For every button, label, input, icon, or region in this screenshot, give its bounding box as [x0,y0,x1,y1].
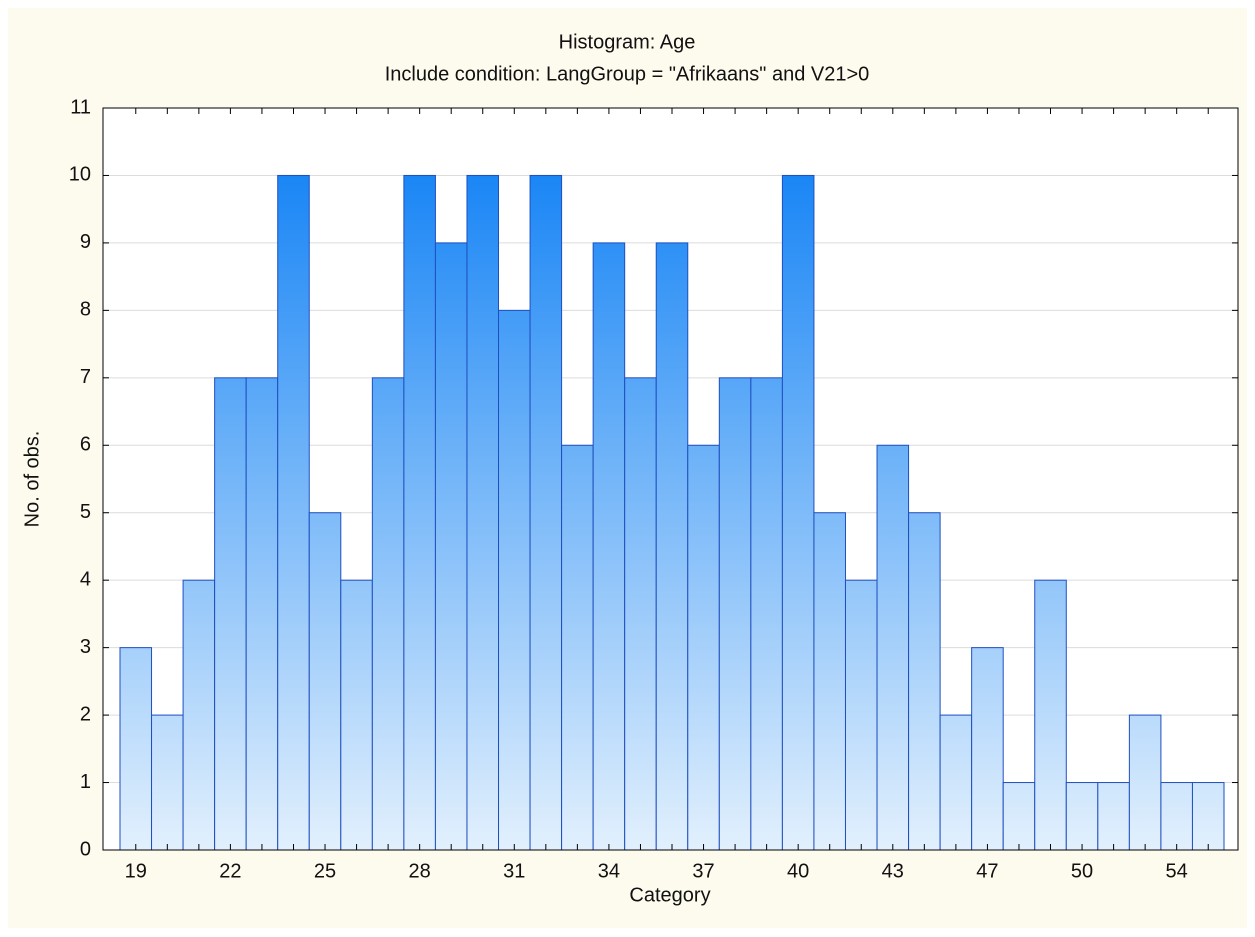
y-tick-label: 1 [80,771,91,793]
bar [1065,782,1099,851]
bar [308,512,342,851]
bar [718,377,752,851]
bar [561,444,594,851]
bar [655,242,689,851]
x-tick-label: 47 [976,860,998,882]
x-tick-label: 50 [1071,860,1093,882]
x-tick-label: 19 [125,860,147,882]
bar [151,714,184,851]
bar [687,444,720,851]
bar [750,377,783,851]
bar [1034,579,1067,851]
bar [466,174,500,851]
y-tick-label: 0 [80,838,91,860]
bar [277,174,310,851]
x-tick-label: 28 [409,860,431,882]
y-tick-label: 5 [80,501,91,523]
y-tick-label: 7 [80,366,91,388]
y-tick-label: 9 [80,231,91,253]
bar [844,579,878,851]
bar [1097,782,1130,851]
bar [1160,782,1193,851]
bar [592,242,626,851]
bar [434,242,468,851]
y-tick-label: 8 [80,299,91,321]
y-tick-label: 2 [80,703,91,725]
y-tick-label: 3 [80,636,91,658]
bar [876,444,910,851]
x-tick-label: 43 [882,860,904,882]
x-tick-label: 31 [503,860,525,882]
bar [182,579,216,851]
bars [119,174,1225,851]
x-tick-label: 34 [598,860,620,882]
bar [371,377,405,851]
y-axis-label: No. of obs. [21,431,43,528]
x-tick-label: 37 [692,860,714,882]
bar [939,714,973,851]
bar [1191,782,1225,851]
chart-title: Histogram: Age [559,31,696,53]
x-tick-label: 54 [1166,860,1188,882]
x-tick-label: 25 [314,860,336,882]
bar [624,377,657,851]
bar [813,512,846,851]
bar [529,174,563,851]
bar [119,647,153,851]
bar [498,309,531,851]
bar [214,377,247,851]
bar [781,174,815,851]
y-tick-label: 11 [70,96,91,118]
chart-subtitle: Include condition: LangGroup = "Afrikaan… [385,63,870,85]
y-tick-label: 6 [80,434,91,456]
bar [245,377,279,851]
x-axis-label: Category [629,884,710,906]
plot-frame [102,107,1239,851]
x-tick-label: 22 [219,860,241,882]
bar [403,174,436,851]
y-tick-label: 10 [69,164,91,186]
x-tick-label: 40 [787,860,809,882]
y-tick-label: 4 [80,568,91,590]
bar [1128,714,1162,851]
bar [971,647,1004,851]
bar [340,579,373,851]
bar [908,512,941,851]
bar [1002,782,1036,851]
